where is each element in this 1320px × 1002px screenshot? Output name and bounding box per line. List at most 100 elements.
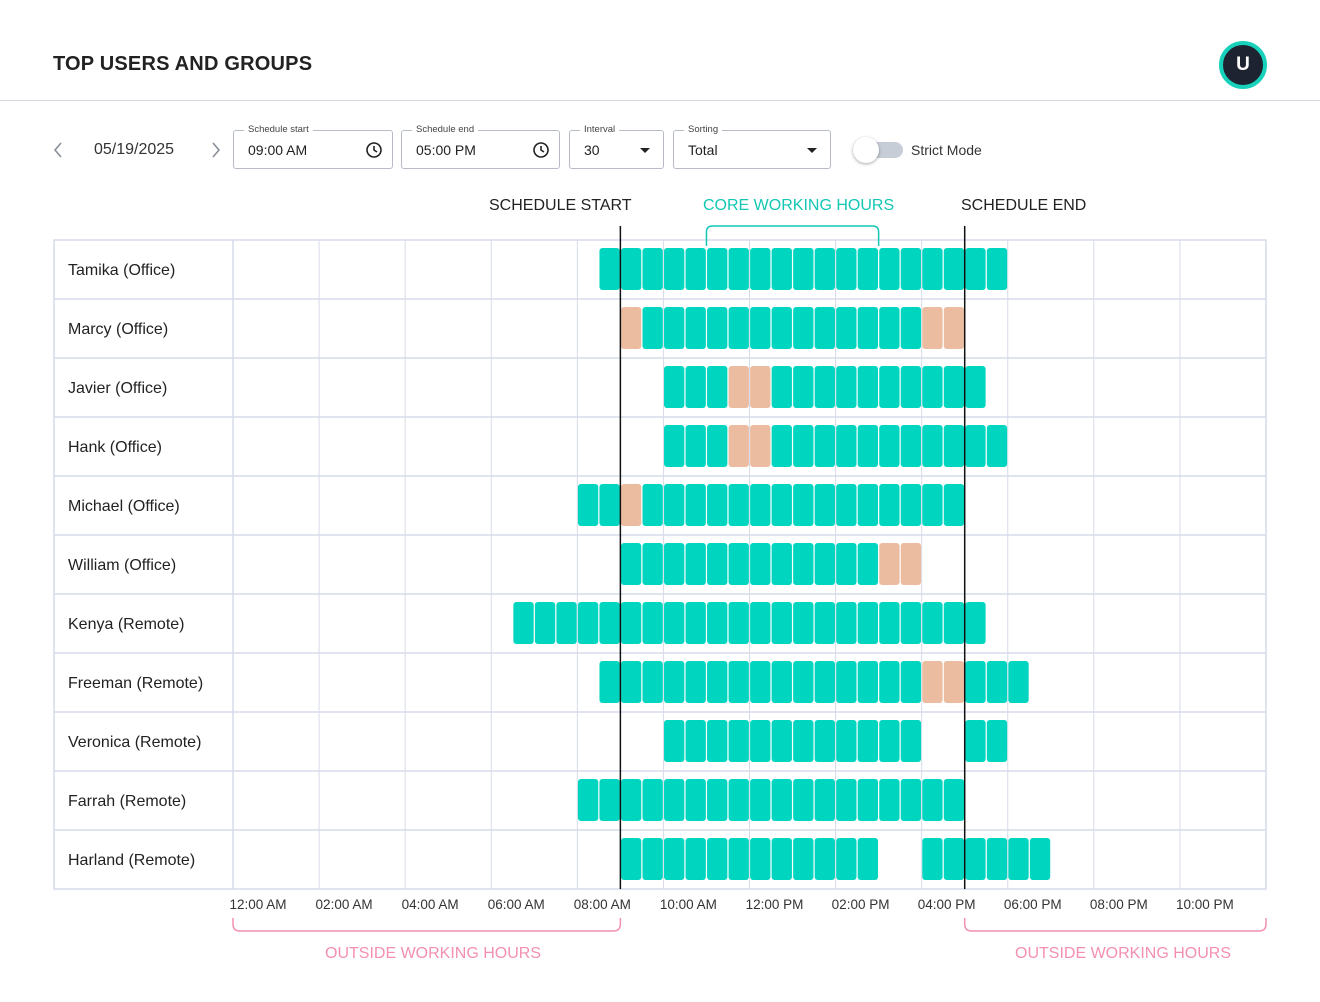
activity-block [599, 484, 620, 526]
activity-block [922, 248, 943, 290]
activity-block [771, 838, 792, 880]
activity-block [685, 248, 706, 290]
activity-block [943, 484, 965, 526]
activity-block [793, 661, 814, 703]
activity-block [664, 720, 685, 762]
activity-block [922, 838, 943, 880]
activity-block [771, 307, 792, 349]
activity-block [943, 366, 965, 408]
outside-hours-right-annotation: OUTSIDE WORKING HOURS [1015, 945, 1232, 962]
schedule-end-field[interactable]: Schedule end 05:00 PM [401, 124, 560, 169]
activity-block [1008, 838, 1029, 880]
time-axis-label: 12:00 PM [746, 897, 804, 912]
current-date[interactable]: 05/19/2025 [94, 141, 175, 158]
activity-block [836, 543, 857, 585]
activity-block [771, 425, 792, 467]
activity-block [900, 779, 922, 821]
activity-block [857, 543, 879, 585]
user-avatar[interactable]: U [1219, 41, 1267, 89]
page-title: TOP USERS AND GROUPS [53, 53, 313, 75]
activity-block [943, 425, 965, 467]
idle-block [620, 484, 642, 526]
activity-block [577, 484, 599, 526]
activity-block [1008, 661, 1029, 703]
activity-block [836, 484, 857, 526]
interval-select[interactable]: Interval 30 [569, 124, 664, 169]
previous-date-button[interactable] [48, 138, 68, 162]
activity-block [900, 720, 922, 762]
activity-block [793, 779, 814, 821]
activity-block [857, 602, 879, 644]
idle-block [750, 366, 771, 408]
schedule-start-field[interactable]: Schedule start 09:00 AM [233, 124, 393, 169]
activity-block [836, 366, 857, 408]
activity-block [965, 661, 986, 703]
activity-block [664, 602, 685, 644]
activity-block [965, 720, 986, 762]
activity-block [620, 602, 642, 644]
activity-block [750, 543, 771, 585]
activity-block [857, 425, 879, 467]
clock-icon[interactable] [365, 141, 383, 159]
activity-block [750, 661, 771, 703]
activity-block [771, 484, 792, 526]
activity-block [986, 838, 1008, 880]
activity-block [793, 602, 814, 644]
clock-icon[interactable] [532, 141, 550, 159]
sorting-select[interactable]: Sorting Total [673, 124, 831, 169]
activity-block [685, 838, 706, 880]
outside-hours-left-bracket [232, 918, 622, 932]
activity-block [879, 779, 900, 821]
time-axis-label: 12:00 AM [229, 897, 286, 912]
activity-block [707, 366, 728, 408]
activity-block [728, 248, 749, 290]
activity-block [922, 484, 943, 526]
activity-block [685, 543, 706, 585]
activity-block [599, 248, 620, 290]
row-user-name: Javier (Office) [68, 380, 167, 397]
activity-block [664, 838, 685, 880]
activity-block [642, 661, 663, 703]
time-axis-label: 08:00 PM [1090, 897, 1148, 912]
row-user-name: Marcy (Office) [68, 321, 168, 338]
activity-block [750, 779, 771, 821]
time-axis-label: 06:00 PM [1004, 897, 1062, 912]
activity-block [922, 425, 943, 467]
activity-block [707, 248, 728, 290]
activity-block [728, 543, 749, 585]
activity-block [879, 484, 900, 526]
activity-block [728, 779, 749, 821]
activity-block [707, 543, 728, 585]
activity-block [728, 484, 749, 526]
row-user-name: Tamika (Office) [68, 262, 175, 279]
idle-block [728, 366, 749, 408]
activity-block [965, 425, 986, 467]
activity-block [986, 661, 1008, 703]
activity-block [1029, 838, 1051, 880]
idle-block [943, 661, 965, 703]
activity-block [750, 248, 771, 290]
activity-block [771, 248, 792, 290]
activity-block [793, 838, 814, 880]
activity-block [857, 720, 879, 762]
next-date-button[interactable] [206, 138, 226, 162]
activity-block [599, 661, 620, 703]
strict-mode-toggle[interactable] [853, 137, 905, 163]
row-user-name: Veronica (Remote) [68, 734, 201, 751]
activity-block [750, 720, 771, 762]
activity-block [728, 307, 749, 349]
chevron-right-icon [212, 142, 221, 158]
activity-block [943, 248, 965, 290]
core-hours-bracket [705, 225, 880, 246]
activity-block [965, 838, 986, 880]
activity-block [814, 484, 835, 526]
activity-block [685, 425, 706, 467]
activity-block [836, 779, 857, 821]
activity-block [857, 661, 879, 703]
activity-block [620, 779, 642, 821]
activity-block [900, 307, 922, 349]
activity-block [771, 720, 792, 762]
idle-block [750, 425, 771, 467]
activity-block [814, 366, 835, 408]
row-user-name: Farrah (Remote) [68, 793, 186, 810]
